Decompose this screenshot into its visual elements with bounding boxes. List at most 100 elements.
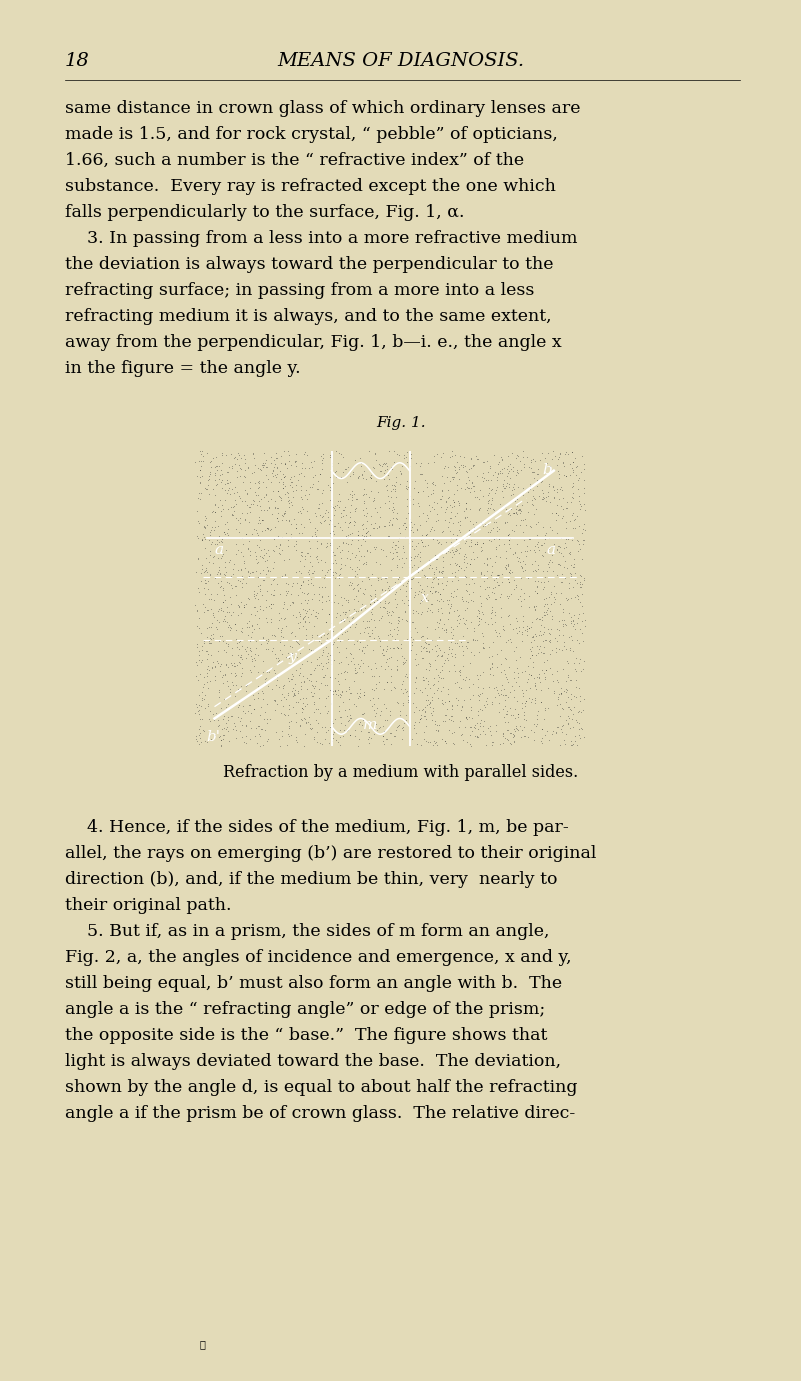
Point — [254, 562, 267, 584]
Point — [505, 497, 517, 519]
Point — [318, 674, 331, 696]
Point — [235, 558, 248, 580]
Point — [397, 447, 410, 470]
Point — [480, 588, 493, 610]
Point — [554, 718, 567, 740]
Point — [219, 512, 231, 534]
Point — [239, 447, 252, 470]
Point — [416, 681, 429, 703]
Point — [508, 503, 521, 525]
Point — [442, 486, 455, 508]
Point — [349, 584, 362, 606]
Point — [213, 468, 226, 490]
Point — [201, 569, 214, 591]
Point — [573, 490, 586, 512]
Point — [248, 648, 261, 670]
Point — [521, 568, 534, 590]
Point — [435, 485, 448, 507]
Point — [220, 655, 233, 677]
Point — [305, 674, 318, 696]
Point — [364, 592, 376, 615]
Point — [339, 554, 352, 576]
Point — [522, 501, 535, 523]
Point — [228, 685, 241, 707]
Point — [342, 710, 355, 732]
Point — [254, 580, 267, 602]
Point — [557, 613, 570, 635]
Point — [464, 510, 477, 532]
Point — [477, 532, 489, 554]
Point — [316, 443, 329, 465]
Point — [445, 595, 457, 617]
Point — [481, 548, 493, 570]
Point — [316, 655, 329, 677]
Point — [576, 699, 589, 721]
Point — [445, 501, 457, 523]
Point — [570, 464, 582, 486]
Point — [218, 717, 231, 739]
Point — [311, 478, 324, 500]
Point — [498, 663, 511, 685]
Point — [540, 522, 553, 544]
Point — [283, 697, 296, 720]
Point — [227, 652, 240, 674]
Point — [485, 653, 498, 675]
Point — [449, 688, 462, 710]
Point — [193, 699, 206, 721]
Point — [391, 657, 404, 679]
Point — [193, 684, 206, 706]
Point — [259, 671, 272, 693]
Point — [374, 460, 387, 482]
Point — [192, 548, 205, 570]
Point — [374, 566, 387, 588]
Point — [296, 696, 308, 718]
Point — [297, 670, 310, 692]
Point — [235, 635, 248, 657]
Point — [284, 453, 297, 475]
Point — [521, 620, 534, 642]
Point — [358, 460, 371, 482]
Point — [327, 561, 340, 583]
Point — [324, 678, 336, 700]
Point — [487, 678, 500, 700]
Point — [484, 657, 497, 679]
Point — [199, 557, 212, 579]
Point — [288, 652, 301, 674]
Point — [352, 465, 364, 487]
Point — [192, 693, 205, 715]
Point — [253, 704, 266, 726]
Point — [432, 573, 445, 595]
Point — [287, 486, 300, 508]
Point — [434, 598, 447, 620]
Point — [474, 512, 487, 534]
Point — [219, 489, 231, 511]
Point — [259, 550, 272, 572]
Point — [526, 461, 539, 483]
Point — [191, 696, 203, 718]
Point — [200, 507, 213, 529]
Point — [296, 699, 309, 721]
Point — [323, 588, 336, 610]
Point — [390, 555, 403, 577]
Point — [380, 545, 392, 568]
Point — [446, 699, 459, 721]
Point — [517, 682, 529, 704]
Point — [441, 678, 454, 700]
Point — [327, 726, 340, 749]
Point — [527, 595, 540, 617]
Point — [497, 678, 510, 700]
Point — [519, 692, 532, 714]
Point — [437, 457, 450, 479]
Point — [478, 610, 491, 632]
Point — [462, 631, 475, 653]
Point — [437, 566, 449, 588]
Point — [445, 465, 458, 487]
Point — [421, 599, 433, 621]
Point — [512, 445, 525, 467]
Point — [316, 586, 328, 608]
Point — [375, 539, 388, 561]
Point — [268, 699, 281, 721]
Point — [501, 668, 513, 690]
Point — [320, 686, 332, 708]
Point — [558, 442, 571, 464]
